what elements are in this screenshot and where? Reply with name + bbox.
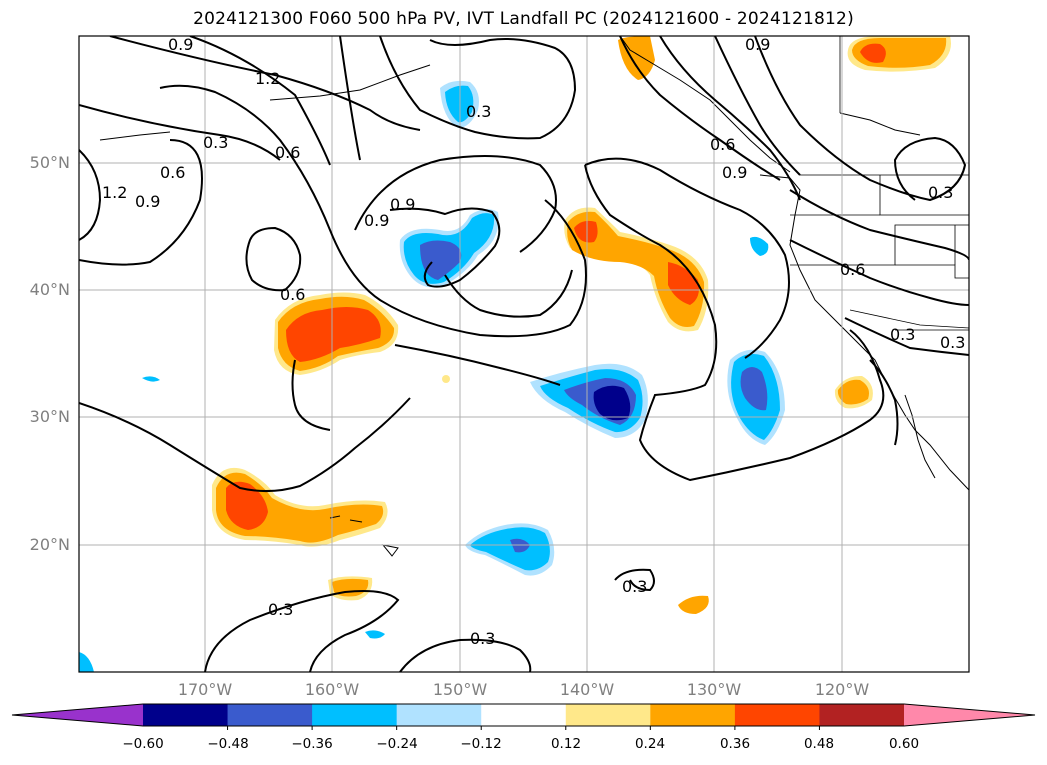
contour-line: [379, 36, 577, 140]
contour-line: [79, 139, 203, 266]
contour-line: [399, 638, 532, 672]
colorbar-tick-label: −0.60: [122, 736, 164, 752]
contour-line: [389, 207, 501, 288]
contour-line: [109, 36, 421, 131]
contour-label: 0.3: [470, 629, 495, 648]
contour-label: 0.3: [928, 183, 953, 202]
contour-line: [869, 359, 899, 446]
colorbar-tick-label: 0.48: [803, 736, 835, 752]
contour-label: 0.6: [275, 143, 300, 162]
contour-line: [444, 269, 573, 318]
contour-label: 0.3: [940, 333, 965, 352]
colorbar: [11, 703, 1036, 730]
map-background: [79, 36, 969, 672]
contour-line: [339, 36, 361, 161]
contour-line: [789, 189, 969, 261]
contour-label: 0.6: [710, 135, 735, 154]
lon-tick-label: 130°W: [686, 680, 742, 699]
contour-line: [789, 239, 969, 306]
contour-label: 1.2: [255, 69, 280, 88]
contour-label: 0.9: [390, 195, 415, 214]
colorbar-tick-label: 0.12: [550, 736, 582, 752]
colorbar-bin: [650, 704, 736, 726]
colorbar-tick-label: 0.36: [719, 736, 751, 752]
contour-label: 0.3: [203, 133, 228, 152]
contour-label: 0.6: [840, 260, 865, 279]
colorbar-outline: [11, 703, 1036, 727]
contour-line: [189, 36, 331, 166]
pv-contours: [79, 36, 969, 672]
lon-tick-label: 140°W: [559, 680, 615, 699]
contour-line: [754, 36, 967, 202]
colorbar-bin: [143, 704, 229, 726]
colorbar-tick-label: 0.60: [888, 736, 920, 752]
colorbar-bin: [396, 704, 482, 726]
gridlines: [79, 36, 969, 672]
contour-label: 0.3: [890, 325, 915, 344]
contour-line: [614, 568, 655, 592]
contour-label: 1.2: [102, 183, 127, 202]
contour-label: 0.3: [268, 600, 293, 619]
colorbar-bin: [734, 704, 820, 726]
colorbar-bin: [481, 704, 567, 726]
contour-line: [844, 317, 969, 356]
lon-tick-label: 170°W: [177, 680, 233, 699]
contour-label: 0.9: [745, 35, 770, 54]
contour-line: [291, 359, 331, 431]
contour-label: 0.6: [280, 285, 305, 304]
contour-label: 0.3: [466, 102, 491, 121]
colorbar-bin: [227, 704, 313, 726]
contour-line: [659, 36, 801, 201]
colorbar-bin: [819, 704, 905, 726]
colorbar-tick-label: −0.12: [460, 736, 502, 752]
contour-line: [714, 36, 801, 176]
colorbar-extend-low: [12, 704, 143, 726]
contour-line: [79, 149, 102, 241]
chart-title: 2024121300 F060 500 hPa PV, IVT Landfall…: [193, 9, 854, 29]
contour-line: [79, 397, 411, 492]
contour-label: 0.9: [135, 192, 160, 211]
contour-labels: 0.9 1.2 0.3 0.6 0.6 1.2 0.9 0.9 0.6 0.3 …: [102, 35, 965, 648]
contour-label: 0.9: [364, 211, 389, 230]
contour-label: 0.3: [622, 577, 647, 596]
contour-line: [354, 155, 557, 253]
map-frame: [78, 35, 970, 673]
lat-tick-label: 50°N: [29, 153, 70, 172]
colorbar-bin: [312, 704, 398, 726]
contour-line: [79, 104, 281, 161]
lon-tick-label: 120°W: [814, 680, 870, 699]
coastlines: [99, 36, 969, 557]
contour-line: [584, 164, 885, 482]
colorbar-bin: [565, 704, 651, 726]
lat-tick-label: 30°N: [29, 407, 70, 426]
contour-label: 0.6: [160, 163, 185, 182]
colorbar-tick-label: −0.24: [376, 736, 418, 752]
contour-label: 0.9: [168, 35, 193, 54]
contour-line: [584, 157, 790, 359]
contour-line: [204, 590, 400, 672]
colorbar-extend-high: [904, 704, 1035, 726]
colorbar-tick-label: −0.48: [207, 736, 249, 752]
contour-line: [394, 344, 561, 386]
lat-tick-label: 40°N: [29, 280, 70, 299]
contour-line: [619, 36, 781, 181]
contour-line: [159, 84, 587, 338]
lon-tick-label: 160°W: [304, 680, 360, 699]
lon-tick-label: 150°W: [432, 680, 488, 699]
lat-tick-label: 20°N: [29, 535, 70, 554]
map-plot: 0.9 1.2 0.3 0.6 0.6 1.2 0.9 0.9 0.6 0.3 …: [78, 35, 970, 673]
contour-label: 0.9: [722, 163, 747, 182]
contour-line: [245, 226, 302, 292]
colorbar-tick-label: −0.36: [291, 736, 333, 752]
colorbar-tick-label: 0.24: [634, 736, 666, 752]
